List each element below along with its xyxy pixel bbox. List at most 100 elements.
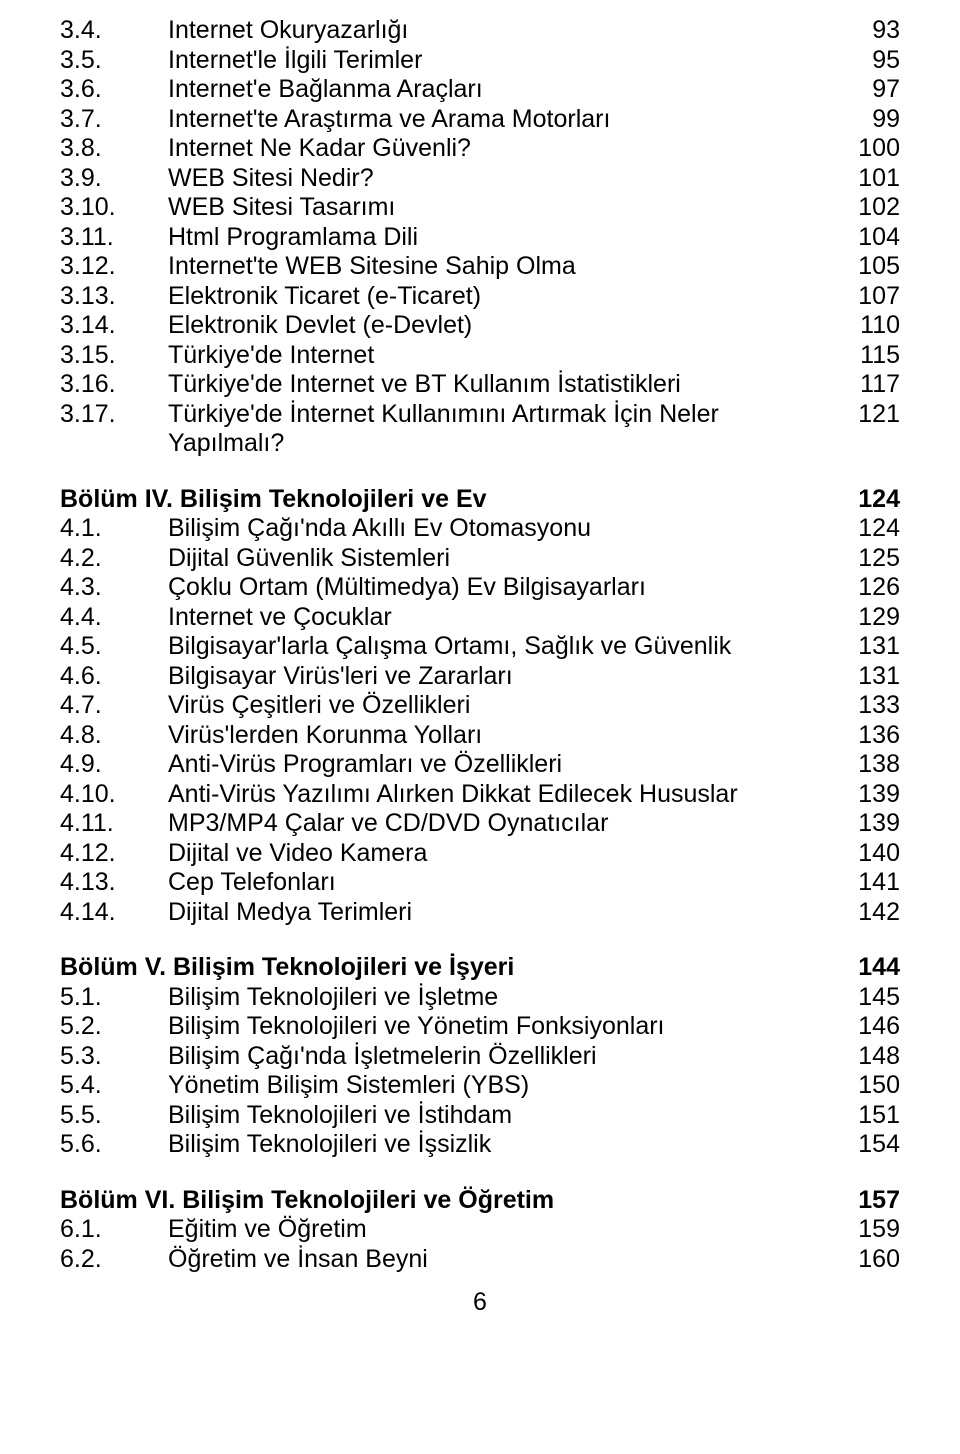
toc-entry-title: Elektronik Devlet (e-Devlet): [168, 311, 840, 341]
toc-entry: 3.17. Türkiye'de İnternet Kullanımını Ar…: [60, 400, 900, 459]
toc-entry-number: 3.15.: [60, 341, 168, 371]
toc-entry-number: 3.10.: [60, 193, 168, 223]
toc-entry-title: Türkiye'de Internet: [168, 341, 840, 371]
toc-entry-title: Dijital Güvenlik Sistemleri: [168, 544, 840, 574]
toc-entry-number: 5.3.: [60, 1042, 168, 1072]
toc-section-3: 3.4. Internet Okuryazarlığı 93 3.5. Inte…: [60, 16, 900, 459]
toc-entry-page: 139: [840, 780, 900, 810]
chapter-heading-page: 124: [840, 485, 900, 515]
toc-entry-title: Elektronik Ticaret (e-Ticaret): [168, 282, 840, 312]
toc-entry: 3.10. WEB Sitesi Tasarımı 102: [60, 193, 900, 223]
toc-entry-number: 3.11.: [60, 223, 168, 253]
toc-entry: 3.15. Türkiye'de Internet 115: [60, 341, 900, 371]
toc-entry-number: 5.1.: [60, 983, 168, 1013]
toc-entry-title: Virüs'lerden Korunma Yolları: [168, 721, 840, 751]
toc-entry-title: WEB Sitesi Nedir?: [168, 164, 840, 194]
toc-entry: 5.2.Bilişim Teknolojileri ve Yönetim Fon…: [60, 1012, 900, 1042]
toc-entry-number: 4.5.: [60, 632, 168, 662]
toc-entry-title: Anti-Virüs Yazılımı Alırken Dikkat Edile…: [168, 780, 840, 810]
toc-entry-page: 93: [840, 16, 900, 46]
toc-entry-page: 97: [840, 75, 900, 105]
toc-entry-page: 95: [840, 46, 900, 76]
toc-chapter-4: Bölüm IV. Bilişim Teknolojileri ve Ev 12…: [60, 485, 900, 928]
toc-entry-number: 4.13.: [60, 868, 168, 898]
toc-entry: 4.4.Internet ve Çocuklar129: [60, 603, 900, 633]
toc-entry-title: Internet ve Çocuklar: [168, 603, 840, 633]
toc-entry-title: Bilişim Teknolojileri ve İşletme: [168, 983, 840, 1013]
toc-entry-title: Eğitim ve Öğretim: [168, 1215, 840, 1245]
toc-entry-page: 150: [840, 1071, 900, 1101]
toc-entry: 4.14.Dijital Medya Terimleri142: [60, 898, 900, 928]
toc-entry: 5.1.Bilişim Teknolojileri ve İşletme145: [60, 983, 900, 1013]
toc-entry-number: 5.6.: [60, 1130, 168, 1160]
toc-entry-page: 133: [840, 691, 900, 721]
toc-entry-number: 4.8.: [60, 721, 168, 751]
toc-entry-title: Internet Ne Kadar Güvenli?: [168, 134, 840, 164]
toc-entry-title: Türkiye'de Internet ve BT Kullanım İstat…: [168, 370, 840, 400]
toc-entry-page: 126: [840, 573, 900, 603]
toc-entry-page: 100: [840, 134, 900, 164]
toc-entry-title: Dijital ve Video Kamera: [168, 839, 840, 869]
toc-entry-page: 142: [840, 898, 900, 928]
toc-entry: 4.9.Anti-Virüs Programları ve Özellikler…: [60, 750, 900, 780]
toc-entry-number: 3.13.: [60, 282, 168, 312]
toc-entry-title: Yönetim Bilişim Sistemleri (YBS): [168, 1071, 840, 1101]
toc-entry-number: 4.7.: [60, 691, 168, 721]
toc-entry: 3.6. Internet'e Bağlanma Araçları 97: [60, 75, 900, 105]
toc-entry: 3.9. WEB Sitesi Nedir? 101: [60, 164, 900, 194]
toc-entry-number: 3.4.: [60, 16, 168, 46]
toc-entry-title: Bilişim Çağı'nda Akıllı Ev Otomasyonu: [168, 514, 840, 544]
toc-entry-page: 140: [840, 839, 900, 869]
toc-entry-title: Anti-Virüs Programları ve Özellikleri: [168, 750, 840, 780]
toc-entry-page: 160: [840, 1245, 900, 1275]
toc-entry: 4.3.Çoklu Ortam (Mültimedya) Ev Bilgisay…: [60, 573, 900, 603]
toc-entry-page: 145: [840, 983, 900, 1013]
toc-entry: 3.5. Internet'le İlgili Terimler 95: [60, 46, 900, 76]
toc-entry: 3.8. Internet Ne Kadar Güvenli? 100: [60, 134, 900, 164]
toc-entry-number: 3.14.: [60, 311, 168, 341]
toc-entry-title: Bilgisayar Virüs'leri ve Zararları: [168, 662, 840, 692]
toc-entry-number: 4.12.: [60, 839, 168, 869]
chapter-heading-title: Bölüm IV. Bilişim Teknolojileri ve Ev: [60, 485, 840, 515]
chapter-heading: Bölüm IV. Bilişim Teknolojileri ve Ev 12…: [60, 485, 900, 515]
toc-entry-number: 4.4.: [60, 603, 168, 633]
toc-entry-title: MP3/MP4 Çalar ve CD/DVD Oynatıcılar: [168, 809, 840, 839]
toc-entry: 6.1.Eğitim ve Öğretim159: [60, 1215, 900, 1245]
toc-entry: 4.8.Virüs'lerden Korunma Yolları136: [60, 721, 900, 751]
toc-entry-number: 4.11.: [60, 809, 168, 839]
toc-entry: 3.13. Elektronik Ticaret (e-Ticaret) 107: [60, 282, 900, 312]
toc-entry-number: 4.10.: [60, 780, 168, 810]
toc-entry-page: 104: [840, 223, 900, 253]
toc-entry: 3.12. Internet'te WEB Sitesine Sahip Olm…: [60, 252, 900, 282]
toc-entry: 3.11. Html Programlama Dili 104: [60, 223, 900, 253]
toc-entry-page: 99: [840, 105, 900, 135]
toc-entry-title: Bilgisayar'larla Çalışma Ortamı, Sağlık …: [168, 632, 840, 662]
toc-entry-number: 3.12.: [60, 252, 168, 282]
toc-entry-number: 5.5.: [60, 1101, 168, 1131]
toc-entry-page: 107: [840, 282, 900, 312]
toc-entry-page: 110: [840, 311, 900, 341]
toc-entry-title: Internet'te Araştırma ve Arama Motorları: [168, 105, 840, 135]
toc-entry: 4.13.Cep Telefonları141: [60, 868, 900, 898]
toc-entry-title: Türkiye'de İnternet Kullanımını Artırmak…: [168, 400, 840, 459]
toc-entry-page: 101: [840, 164, 900, 194]
toc-entry: 3.16. Türkiye'de Internet ve BT Kullanım…: [60, 370, 900, 400]
toc-entry-page: 105: [840, 252, 900, 282]
toc-entry-title: Bilişim Teknolojileri ve İşsizlik: [168, 1130, 840, 1160]
toc-entry-page: 125: [840, 544, 900, 574]
toc-entry-title: Bilişim Çağı'nda İşletmelerin Özellikler…: [168, 1042, 840, 1072]
toc-chapter-5: Bölüm V. Bilişim Teknolojileri ve İşyeri…: [60, 953, 900, 1160]
toc-entry-page: 141: [840, 868, 900, 898]
toc-entry-page: 117: [840, 370, 900, 400]
page-footer-number: 6: [60, 1288, 900, 1318]
toc-entry: 4.6.Bilgisayar Virüs'leri ve Zararları13…: [60, 662, 900, 692]
toc-entry-title: Internet Okuryazarlığı: [168, 16, 840, 46]
toc-entry-page: 148: [840, 1042, 900, 1072]
toc-entry-number: 4.6.: [60, 662, 168, 692]
toc-entry: 4.5.Bilgisayar'larla Çalışma Ortamı, Sağ…: [60, 632, 900, 662]
toc-entry-title: Virüs Çeşitleri ve Özellikleri: [168, 691, 840, 721]
toc-entry-page: 131: [840, 662, 900, 692]
toc-entry: 3.14. Elektronik Devlet (e-Devlet) 110: [60, 311, 900, 341]
toc-entry-number: 3.5.: [60, 46, 168, 76]
toc-chapter-6: Bölüm VI. Bilişim Teknolojileri ve Öğret…: [60, 1186, 900, 1275]
